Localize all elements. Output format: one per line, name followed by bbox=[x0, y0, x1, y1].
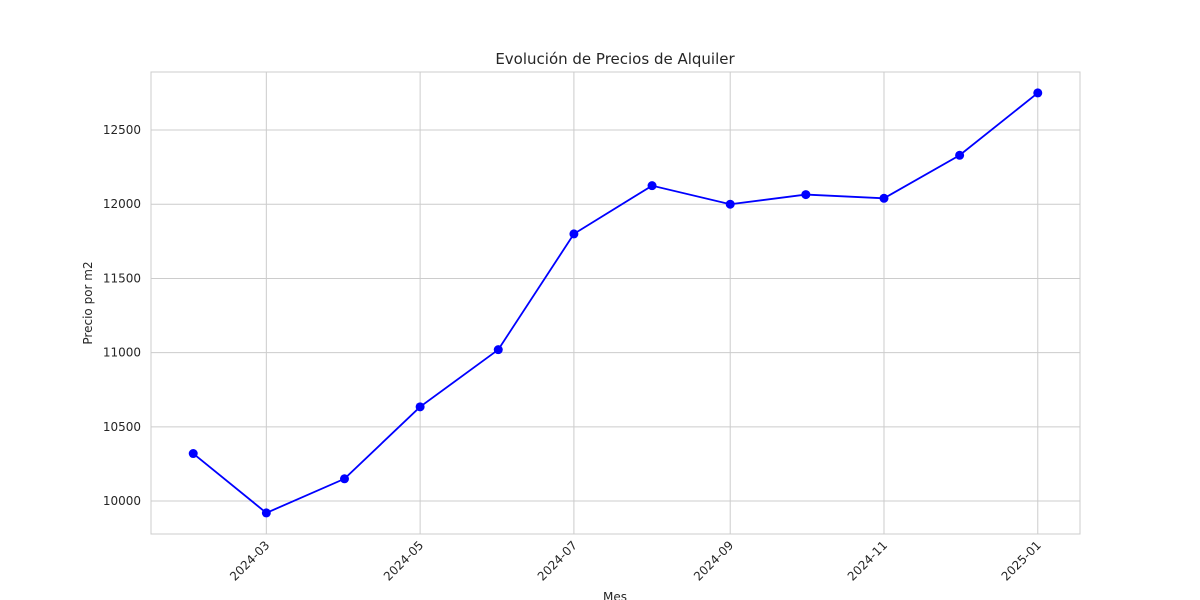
data-point bbox=[339, 474, 349, 484]
y-tick-label: 12500 bbox=[103, 123, 141, 137]
x-tick-label: 2025-01 bbox=[999, 538, 1044, 583]
plot-area bbox=[150, 71, 1081, 535]
y-axis-label: Precio por m2 bbox=[81, 261, 95, 344]
data-point bbox=[801, 190, 811, 200]
data-point bbox=[725, 199, 735, 209]
data-line bbox=[192, 92, 1039, 514]
y-tick-label: 12000 bbox=[103, 197, 141, 211]
x-tick-label: 2024-03 bbox=[227, 538, 272, 583]
data-point bbox=[569, 229, 579, 239]
data-point bbox=[415, 402, 425, 412]
y-tick-label: 10500 bbox=[103, 420, 141, 434]
data-point bbox=[955, 150, 965, 160]
y-tick-label: 10000 bbox=[103, 494, 141, 508]
data-point bbox=[493, 345, 503, 355]
x-axis-label: Mes bbox=[603, 590, 627, 600]
data-point bbox=[261, 508, 271, 518]
y-tick-label: 11000 bbox=[103, 346, 141, 360]
chart-title: Evolución de Precios de Alquiler bbox=[495, 50, 735, 68]
data-point bbox=[879, 193, 889, 203]
data-point bbox=[188, 449, 198, 459]
x-tick-label: 2024-11 bbox=[845, 538, 890, 583]
x-tick-label: 2024-05 bbox=[381, 538, 426, 583]
y-tick-label: 11500 bbox=[103, 271, 141, 285]
data-point bbox=[647, 181, 657, 191]
x-tick-label: 2024-07 bbox=[535, 538, 580, 583]
x-tick-label: 2024-09 bbox=[691, 538, 736, 583]
data-point bbox=[1033, 88, 1043, 98]
